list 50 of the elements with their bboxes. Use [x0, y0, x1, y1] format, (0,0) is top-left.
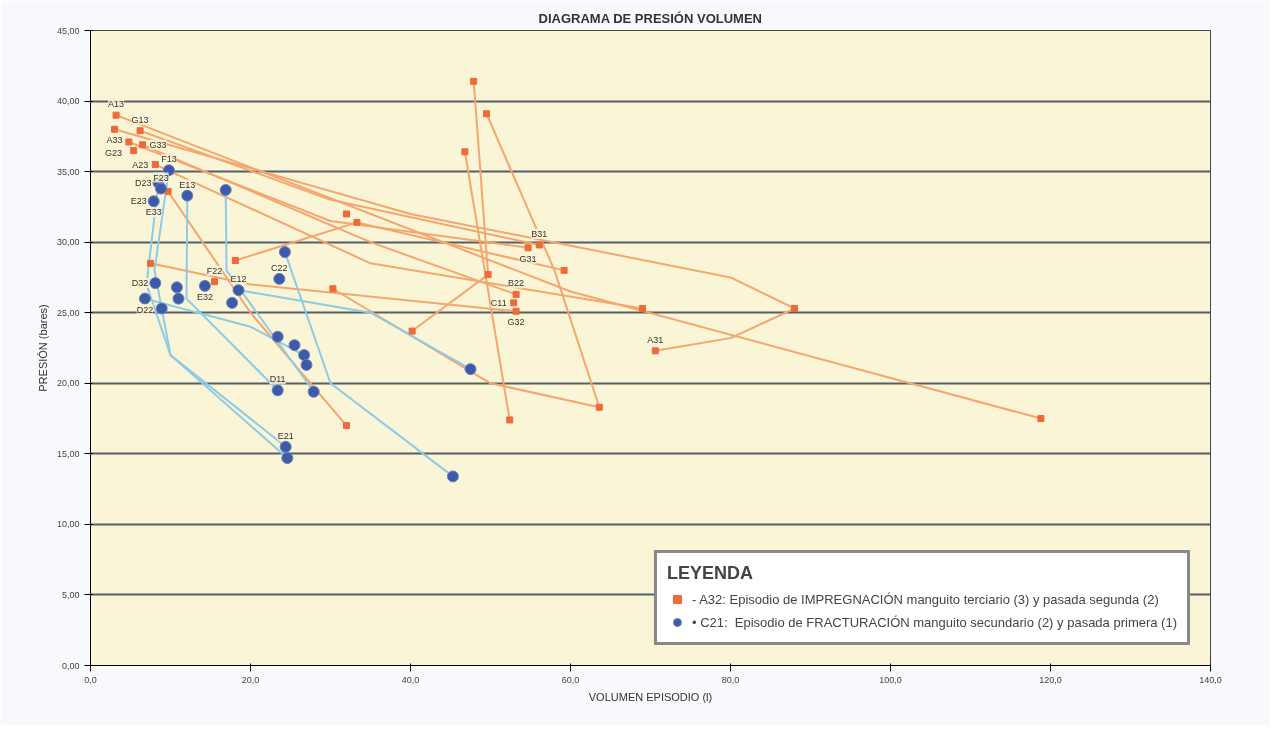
annotation: A13	[108, 99, 125, 110]
annotation: B31	[531, 228, 548, 239]
annotation: E21	[277, 430, 294, 441]
annotation: G23	[104, 147, 122, 158]
annotation: G33	[149, 139, 167, 150]
x-tick-label: 0,0	[84, 674, 97, 685]
y-tick-label: 45,00	[56, 25, 80, 36]
y-tick-label: 25,00	[56, 307, 80, 318]
y-tick-label: 0,00	[61, 660, 80, 671]
annotation: G13	[131, 114, 149, 125]
y-tick-label: 10,00	[56, 519, 80, 530]
x-tick-label: 40,0	[401, 674, 420, 685]
chart-title: DIAGRAMA DE PRESIÓN VOLUMEN	[538, 10, 762, 26]
y-tick-label: 20,00	[56, 378, 80, 389]
x-axis-title: VOLUMEN EPISODIO (l)	[588, 690, 713, 703]
annotation: A33	[106, 135, 123, 146]
legend-title: LEYENDA	[666, 563, 754, 584]
annotation: F22	[206, 265, 223, 276]
x-tick-label: 120,0	[1039, 674, 1062, 685]
y-tick-label: 35,00	[56, 166, 80, 177]
annotation: G32	[507, 317, 525, 328]
y-tick-label: 40,00	[56, 96, 80, 107]
annotation: E12	[230, 274, 247, 285]
annotation: G31	[519, 253, 537, 264]
annotation: B22	[508, 278, 525, 289]
annotation: D22	[136, 304, 154, 315]
annotation: E32	[196, 291, 213, 302]
annotation: C22	[271, 262, 288, 273]
x-tick-label: 100,0	[879, 674, 902, 685]
x-tick-label: 20,0	[241, 674, 260, 685]
y-tick-label: 5,00	[61, 589, 80, 600]
annotation: F23	[153, 172, 169, 183]
annotation: C11	[490, 297, 507, 308]
annotation: D23	[134, 177, 152, 188]
annotation: E33	[145, 207, 162, 218]
annotation: F13	[161, 154, 177, 165]
annotation: A23	[132, 159, 149, 170]
x-tick-label: 60,0	[561, 674, 580, 685]
x-tick-label: 80,0	[721, 674, 740, 685]
y-axis-title: PRESIÓN (bares)	[36, 304, 49, 392]
annotation: D11	[269, 374, 286, 385]
x-tick-label: 140,0	[1199, 674, 1222, 685]
legend-label: - A32: Episodio de IMPREGNACIÓN manguito terciario (3) y pasada segunda (2)	[691, 591, 1159, 607]
y-tick-label: 30,00	[56, 237, 80, 248]
annotation: D32	[131, 278, 149, 289]
legend-label: • C21: Episodio de FRACTURACIÓN manguito secundario (2) y pasada primera (1)	[691, 614, 1177, 630]
y-tick-label: 15,00	[56, 448, 80, 459]
annotation: E13	[179, 179, 196, 190]
annotation: A31	[647, 334, 664, 345]
annotation: E23	[130, 196, 147, 207]
